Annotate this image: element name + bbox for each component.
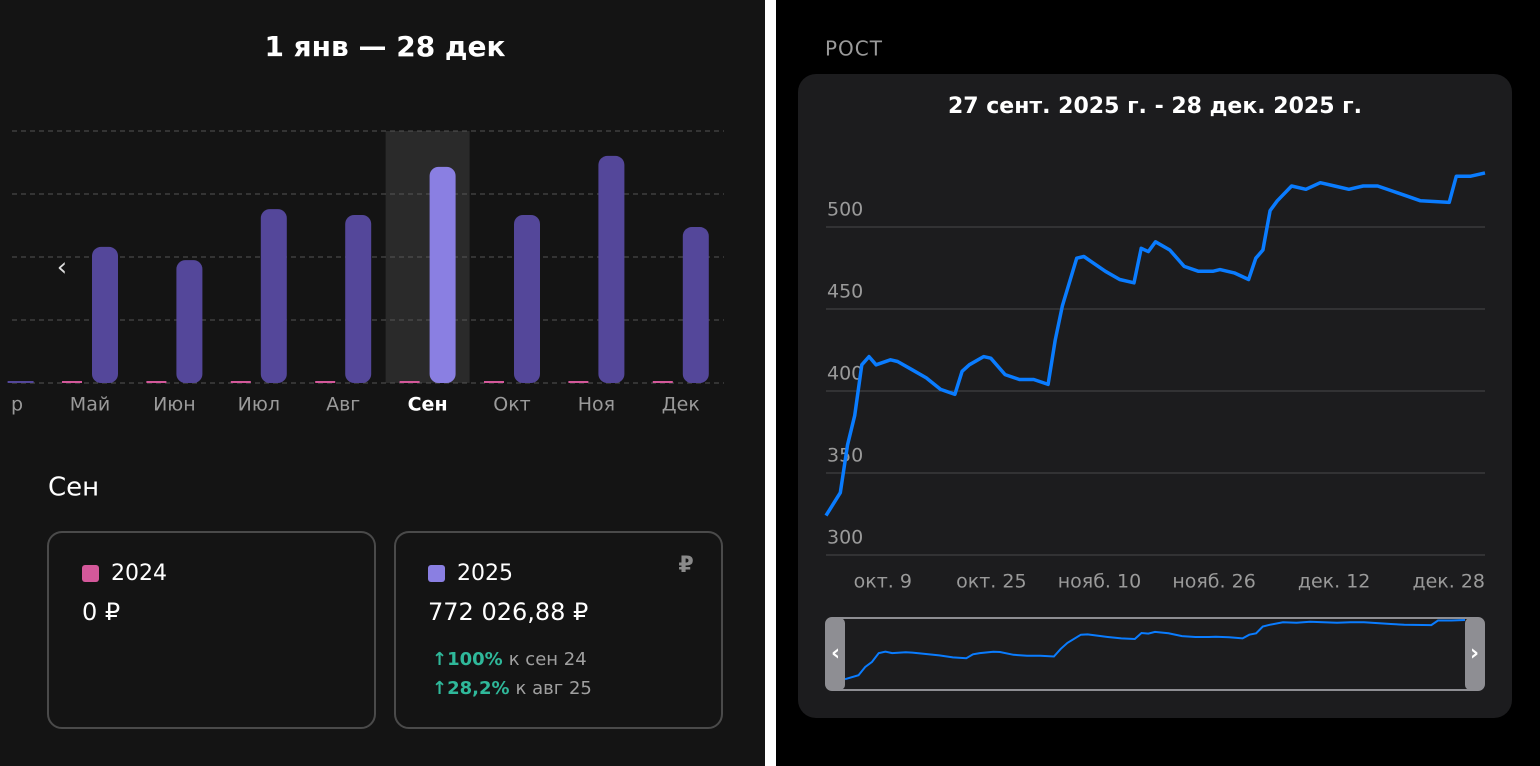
bar xyxy=(146,381,167,383)
x-tick-label: Сен xyxy=(408,394,448,416)
bar xyxy=(7,381,34,383)
change-text: к авг 25 xyxy=(516,678,592,699)
card[interactable] xyxy=(47,531,376,729)
x-tick-label: окт. 25 xyxy=(956,571,1026,593)
x-tick-label: Авг xyxy=(326,394,360,416)
bar xyxy=(92,246,118,383)
bar xyxy=(514,215,540,383)
change: ↑100% к сен 24 xyxy=(432,649,587,670)
legend-label: 2025 xyxy=(457,561,513,586)
bar xyxy=(345,215,372,383)
x-tick-label: Дек xyxy=(662,394,700,416)
bar xyxy=(176,260,203,383)
navigator-line xyxy=(844,619,1466,681)
change-value: ↑100% xyxy=(432,649,503,670)
section-title: РОСТ xyxy=(825,37,883,61)
bar xyxy=(230,381,251,383)
legend-swatch xyxy=(428,565,445,582)
y-tick-label: 450 xyxy=(827,281,863,303)
bar xyxy=(62,381,82,383)
chart-card xyxy=(798,74,1512,718)
x-tick-label: р xyxy=(11,394,23,416)
selected-month: Сен xyxy=(48,473,99,503)
bar xyxy=(598,155,625,383)
amount: 0 ₽ xyxy=(82,598,120,626)
amount: 772 026,88 ₽ xyxy=(428,598,588,626)
bar xyxy=(399,381,420,383)
change: ↑28,2% к авг 25 xyxy=(432,678,592,699)
bar xyxy=(568,381,589,383)
card[interactable] xyxy=(394,531,723,729)
x-tick-label: нояб. 26 xyxy=(1172,571,1255,593)
handle-icon: ‹ xyxy=(831,641,840,666)
x-tick-label: дек. 28 xyxy=(1412,571,1485,593)
legend-swatch xyxy=(82,565,99,582)
chart-title: 1 янв — 28 дек xyxy=(264,30,505,63)
x-tick-label: Ноя xyxy=(578,394,615,416)
x-tick-label: Июл xyxy=(238,394,280,416)
bar xyxy=(652,381,673,383)
x-tick-label: нояб. 10 xyxy=(1058,571,1141,593)
x-tick-label: Май xyxy=(70,394,110,416)
x-tick-label: Июн xyxy=(153,394,196,416)
change-value: ↑28,2% xyxy=(432,678,510,699)
y-tick-label: 300 xyxy=(827,527,863,549)
bar xyxy=(429,166,456,383)
line xyxy=(824,171,1486,517)
y-tick-label: 400 xyxy=(827,363,863,385)
handle-icon: › xyxy=(1470,641,1479,666)
x-tick-label: окт. 9 xyxy=(854,571,912,593)
bar xyxy=(484,381,504,383)
navigator-handle[interactable] xyxy=(826,618,845,690)
y-tick-label: 500 xyxy=(827,199,863,221)
chart-title: 27 сент. 2025 г. - 28 дек. 2025 г. xyxy=(948,94,1362,119)
x-tick-label: дек. 12 xyxy=(1298,571,1371,593)
legend-label: 2024 xyxy=(111,561,167,586)
bar xyxy=(315,381,336,383)
x-tick-label: Окт xyxy=(493,394,531,416)
change-text: к сен 24 xyxy=(509,649,587,670)
bar xyxy=(260,209,287,383)
divider xyxy=(765,0,776,766)
currency-icon: ₽ xyxy=(678,553,693,578)
navigator-handle[interactable] xyxy=(1465,618,1484,690)
prev-button[interactable]: ‹ xyxy=(57,253,67,283)
bar xyxy=(682,227,709,383)
